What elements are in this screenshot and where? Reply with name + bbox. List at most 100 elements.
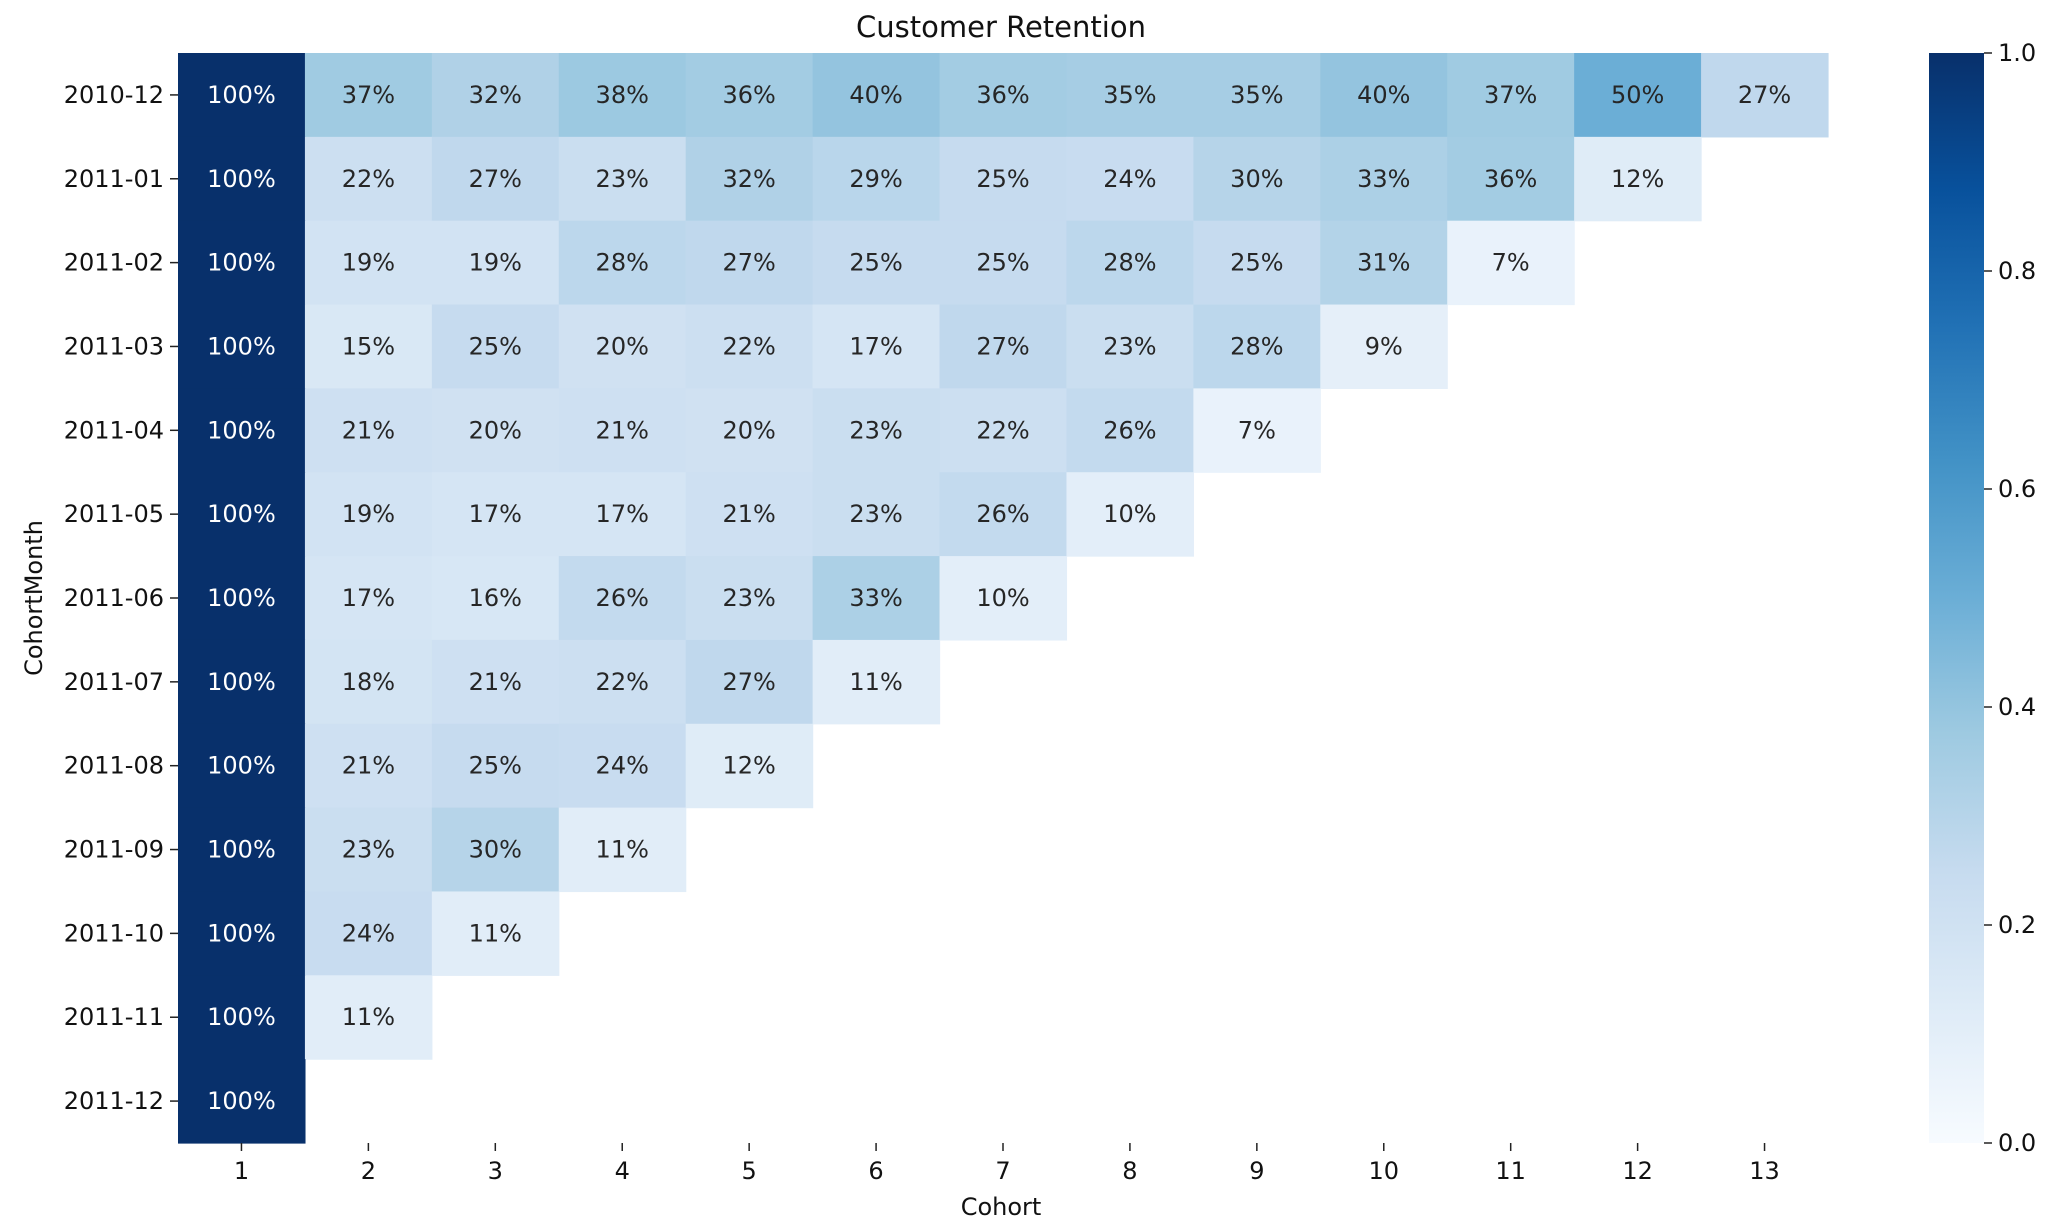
cell-label: 40% bbox=[1357, 81, 1410, 109]
cell-label: 33% bbox=[1357, 165, 1410, 193]
cell-label: 23% bbox=[849, 500, 902, 528]
heatmap-cell bbox=[431, 304, 560, 389]
cell-label: 22% bbox=[976, 416, 1029, 444]
cell-label: 50% bbox=[1611, 81, 1664, 109]
heatmap-cell bbox=[304, 220, 433, 306]
y-tick-label: 2011-08 bbox=[64, 752, 164, 780]
cell-label: 23% bbox=[342, 836, 395, 864]
cell-label: 100% bbox=[207, 500, 276, 528]
y-tick-label: 2011-09 bbox=[64, 836, 164, 864]
cell-label: 100% bbox=[207, 416, 276, 444]
heatmap-cell bbox=[1193, 304, 1321, 389]
heatmap-cell bbox=[431, 807, 560, 893]
y-tick-label: 2011-01 bbox=[64, 165, 164, 193]
heatmap-cell bbox=[304, 807, 433, 893]
heatmap-cell bbox=[939, 136, 1068, 222]
heatmap-cell bbox=[1574, 136, 1702, 222]
heatmap-cell bbox=[1193, 53, 1321, 138]
x-tick-label: 10 bbox=[1368, 1157, 1399, 1185]
x-tick-label: 7 bbox=[995, 1157, 1010, 1185]
heatmap-cell bbox=[431, 53, 560, 138]
chart-title: Customer Retention bbox=[856, 10, 1146, 44]
heatmap-cell bbox=[178, 975, 306, 1060]
heatmap-cell bbox=[304, 639, 433, 725]
heatmap-cell bbox=[1066, 388, 1194, 473]
colorbar-tick-label: 0.2 bbox=[1998, 911, 2036, 939]
x-tick-label: 5 bbox=[742, 1157, 757, 1185]
cell-label: 100% bbox=[207, 165, 276, 193]
heatmap-cell bbox=[1447, 53, 1575, 138]
cell-label: 20% bbox=[596, 332, 649, 360]
cell-label: 25% bbox=[469, 752, 522, 780]
heatmap-cell bbox=[558, 723, 687, 809]
heatmap-cell bbox=[558, 388, 687, 473]
y-tick-label: 2010-12 bbox=[64, 81, 164, 109]
cell-label: 32% bbox=[469, 81, 522, 109]
cell-label: 35% bbox=[1230, 81, 1283, 109]
heatmap-cell bbox=[431, 891, 560, 976]
cell-label: 7% bbox=[1492, 249, 1530, 277]
cell-label: 23% bbox=[596, 165, 649, 193]
heatmap-cell bbox=[812, 388, 941, 473]
heatmap-cell bbox=[178, 388, 306, 473]
x-axis: 1 2 3 4 5 6 7 8 9 10 11 12 13 bbox=[234, 1143, 1780, 1185]
cell-label: 100% bbox=[207, 919, 276, 947]
cell-label: 11% bbox=[342, 1003, 395, 1031]
x-tick-label: 3 bbox=[488, 1157, 503, 1185]
cell-label: 100% bbox=[207, 249, 276, 277]
cell-label: 20% bbox=[722, 416, 775, 444]
cell-label: 11% bbox=[469, 919, 522, 947]
x-axis-label: Cohort bbox=[961, 1193, 1042, 1221]
heatmap-cell bbox=[1066, 304, 1194, 389]
cell-label: 100% bbox=[207, 1087, 276, 1115]
cell-label: 16% bbox=[469, 584, 522, 612]
cell-label: 27% bbox=[976, 332, 1029, 360]
heatmap-cell bbox=[685, 556, 814, 641]
y-tick-label: 2011-03 bbox=[64, 332, 164, 360]
heatmap-cell bbox=[431, 639, 560, 725]
cell-label: 25% bbox=[976, 249, 1029, 277]
cell-label: 26% bbox=[1103, 416, 1156, 444]
cell-label: 12% bbox=[722, 752, 775, 780]
cell-label: 31% bbox=[1357, 249, 1410, 277]
cell-label: 100% bbox=[207, 752, 276, 780]
colorbar-ticks: 0.0 0.2 0.4 0.6 0.8 1.0 bbox=[1984, 39, 2036, 1157]
cell-label: 36% bbox=[976, 81, 1029, 109]
heatmap-cell bbox=[178, 891, 306, 976]
cell-label: 23% bbox=[722, 584, 775, 612]
heatmap-cell bbox=[812, 220, 941, 306]
cell-label: 23% bbox=[849, 416, 902, 444]
heatmap-cell bbox=[685, 388, 814, 473]
heatmap-cell bbox=[685, 136, 814, 222]
heatmap-cell bbox=[558, 53, 687, 138]
cell-label: 100% bbox=[207, 332, 276, 360]
heatmap-cell bbox=[1066, 53, 1194, 138]
cell-label: 35% bbox=[1103, 81, 1156, 109]
heatmap-cell bbox=[431, 556, 560, 641]
cell-label: 11% bbox=[596, 836, 649, 864]
heatmap-cell bbox=[1447, 136, 1575, 222]
cell-label: 19% bbox=[469, 249, 522, 277]
heatmap-cell bbox=[939, 220, 1068, 306]
cell-label: 11% bbox=[849, 668, 902, 696]
cell-label: 21% bbox=[469, 668, 522, 696]
cell-label: 15% bbox=[342, 332, 395, 360]
x-tick-label: 13 bbox=[1749, 1157, 1780, 1185]
heatmap-cell bbox=[431, 136, 560, 222]
heatmap-cell bbox=[431, 723, 560, 809]
cell-label: 20% bbox=[469, 416, 522, 444]
cell-label: 19% bbox=[342, 249, 395, 277]
cell-label: 19% bbox=[342, 500, 395, 528]
heatmap-cell bbox=[558, 136, 687, 222]
heatmap-cell bbox=[178, 807, 306, 893]
heatmap-cell bbox=[558, 220, 687, 306]
cell-label: 40% bbox=[849, 81, 902, 109]
cell-label: 26% bbox=[596, 584, 649, 612]
heatmap-cell bbox=[431, 472, 560, 557]
heatmap-cell bbox=[939, 556, 1068, 641]
cell-label: 21% bbox=[342, 752, 395, 780]
x-tick-label: 11 bbox=[1495, 1157, 1526, 1185]
heatmap-cell bbox=[431, 220, 560, 306]
heatmap-cell bbox=[304, 472, 433, 557]
heatmap-cell bbox=[304, 136, 433, 222]
